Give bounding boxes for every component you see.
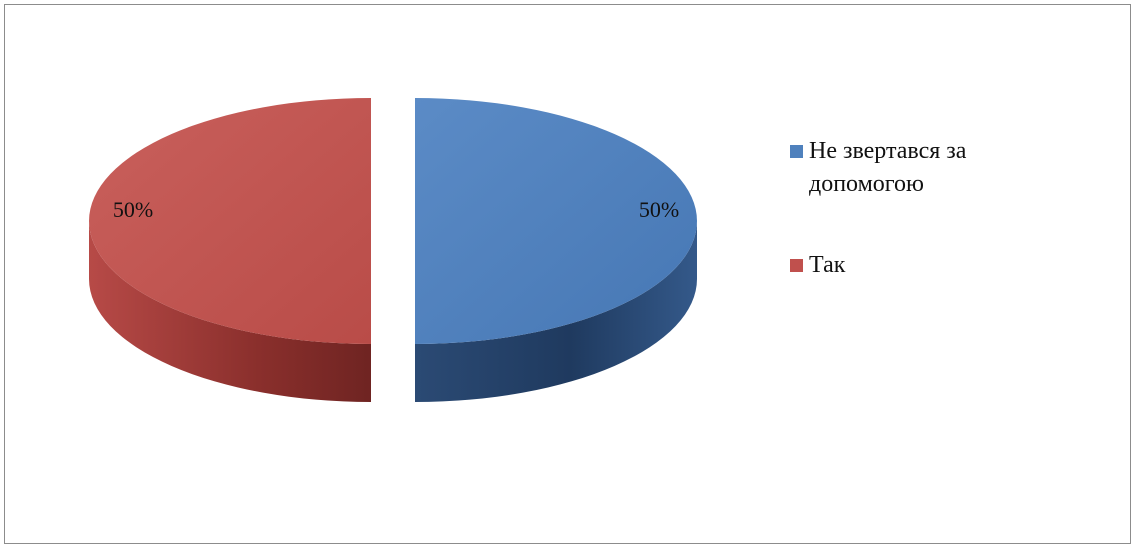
pie-slice-red xyxy=(89,98,371,344)
legend-item: Не звертався за допомогою xyxy=(790,135,1039,201)
legend-swatch-icon xyxy=(790,259,803,272)
pie-slice-blue xyxy=(415,98,697,344)
pie-slice-side xyxy=(89,221,371,402)
legend-label: Не звертався за допомогою xyxy=(809,138,967,197)
pie-slice-side xyxy=(415,221,697,402)
legend-swatch-icon xyxy=(790,145,803,158)
data-label: 50% xyxy=(113,197,153,222)
legend-label: Так xyxy=(809,252,846,278)
legend: Не звертався за допомогою Так xyxy=(790,135,1039,330)
data-label: 50% xyxy=(639,197,679,222)
legend-item: Так xyxy=(790,249,1039,282)
